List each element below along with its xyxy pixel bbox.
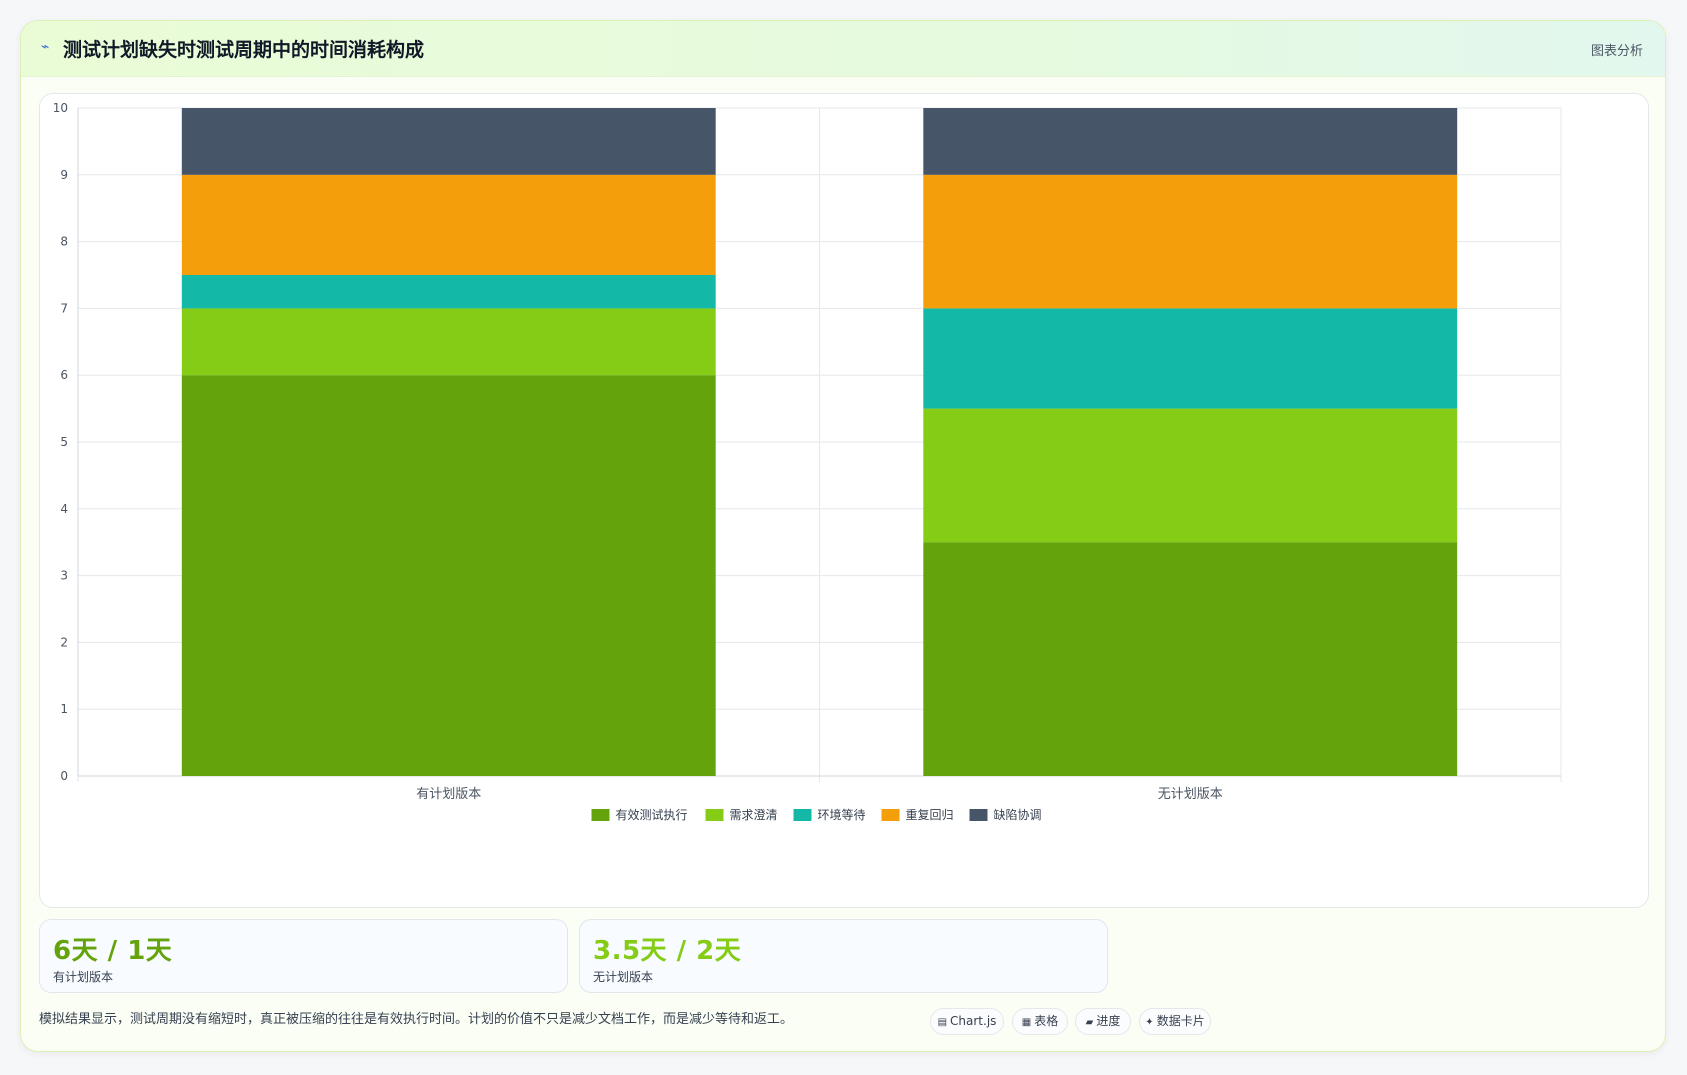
legend-label: 环境等待: [818, 807, 866, 822]
y-tick-label: 6: [60, 368, 68, 382]
bar-segment: [181, 108, 716, 175]
stat-label: 有计划版本: [53, 970, 114, 984]
chip-label: Chart.js: [950, 1014, 997, 1028]
stat-value: 6天 / 1天: [53, 936, 173, 966]
legend-label: 缺陷协调: [994, 807, 1042, 822]
legend-swatch: [881, 809, 900, 821]
chart-wave-icon: ⌁: [41, 39, 50, 55]
progress-icon: ▰: [1085, 1017, 1094, 1028]
stat-card-planned: 6天 / 1天 有计划版本: [39, 919, 568, 993]
bar-segment: [181, 375, 716, 776]
card-header: ⌁ 测试计划缺失时测试周期中的时间消耗构成 图表分析: [21, 21, 1665, 77]
legend-swatch: [591, 809, 610, 821]
bar-segment: [923, 542, 1458, 776]
chip-table[interactable]: ▦ 表格: [1012, 1008, 1068, 1035]
y-tick-label: 10: [53, 101, 68, 115]
chip-chartjs[interactable]: ▤ Chart.js: [930, 1008, 1004, 1035]
legend-swatch: [969, 809, 988, 821]
y-tick-label: 1: [60, 702, 68, 716]
x-tick-label: 有计划版本: [416, 787, 481, 802]
y-tick-label: 2: [60, 635, 68, 649]
legend-swatch: [793, 809, 812, 821]
card-title: 测试计划缺失时测试周期中的时间消耗构成: [63, 39, 425, 61]
bar-segment: [923, 174, 1458, 309]
chip-data-card[interactable]: ✦ 数据卡片: [1139, 1008, 1211, 1035]
stat-label: 无计划版本: [593, 970, 654, 984]
x-tick-label: 无计划版本: [1158, 787, 1223, 802]
chart-panel: 0 1 2 3 4 5 6 7 8 9 10 有计划版本 无计划版本有效测试执行 需求澄清 环境等待 重复回归…: [39, 93, 1649, 908]
y-tick-label: 0: [60, 769, 68, 783]
bar-segment: [181, 174, 716, 275]
legend-label: 需求澄清: [730, 807, 778, 822]
chart-icon: ▤: [937, 1017, 948, 1028]
y-tick-label: 8: [60, 235, 68, 249]
chip-label: 表格: [1034, 1014, 1059, 1028]
chart-analysis-link[interactable]: 图表分析: [1590, 44, 1643, 59]
table-icon: ▦: [1021, 1017, 1032, 1028]
y-tick-label: 5: [60, 435, 68, 449]
legend-swatch: [705, 809, 724, 821]
bar-segment: [181, 275, 716, 309]
bar-segment: [923, 408, 1458, 543]
chip-label: 数据卡片: [1156, 1014, 1205, 1028]
y-tick-label: 9: [60, 168, 68, 182]
y-tick-label: 7: [60, 301, 68, 315]
bar-segment: [181, 308, 716, 376]
chart-card: ⌁ 测试计划缺失时测试周期中的时间消耗构成 图表分析 0 1 2 3 4 5 6 7 8 9 10 有…: [20, 20, 1666, 1052]
stat-value: 3.5天 / 2天: [593, 936, 742, 966]
chip-label: 进度: [1096, 1014, 1121, 1028]
bar-segment: [923, 108, 1458, 175]
footnote: 模拟结果显示，测试周期没有缩短时，真正被压缩的往往是有效执行时间。计划的价值不只…: [39, 1012, 794, 1027]
sparkle-icon: ✦: [1145, 1017, 1154, 1028]
legend-label: 有效测试执行: [616, 807, 688, 822]
chip-progress[interactable]: ▰ 进度: [1075, 1008, 1131, 1035]
y-tick-label: 3: [60, 569, 68, 583]
stat-card-unplanned: 3.5天 / 2天 无计划版本: [579, 919, 1108, 993]
legend-label: 重复回归: [906, 808, 954, 822]
bar-segment: [923, 308, 1458, 409]
y-tick-label: 4: [60, 502, 68, 516]
